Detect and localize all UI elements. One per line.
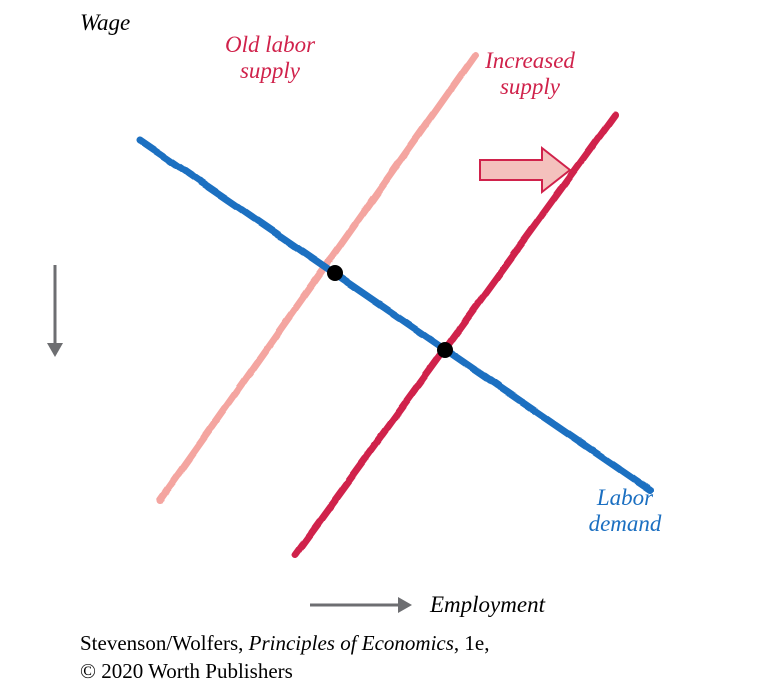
employment-increase-arrow-icon [310,597,412,613]
shift-arrow-icon [480,148,570,192]
y-axis-label: Wage [80,10,130,35]
wage-decrease-arrow-icon [47,265,63,357]
labor-market-diagram: Wage Employment Old laborsupply Increase… [0,0,775,694]
labor-demand-curve [140,140,650,490]
credit-line-2: © 2020 Worth Publishers [80,659,293,683]
x-axis-label: Employment [429,592,546,617]
old-supply-curve [160,55,475,500]
new-supply-label: Increasedsupply [484,48,575,99]
demand-label: Labordemand [589,485,662,536]
new-equilibrium-point [437,342,453,358]
credit-line-1: Stevenson/Wolfers, Principles of Economi… [80,631,490,655]
new-supply-curve [295,115,615,555]
old-supply-label: Old laborsupply [225,32,316,83]
old-equilibrium-point [327,265,343,281]
